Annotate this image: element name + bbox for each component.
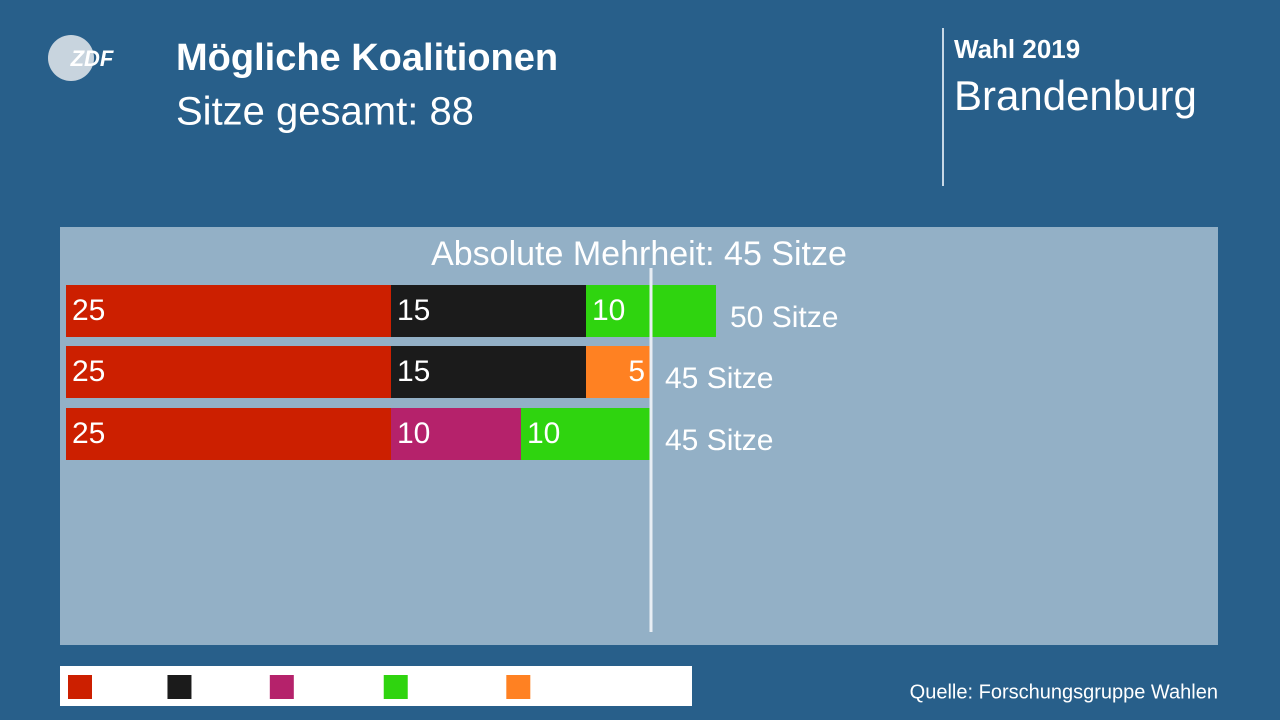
bar-segment bbox=[586, 346, 651, 398]
bar-segment bbox=[391, 408, 521, 460]
chart-title: Mögliche Koalitionen bbox=[176, 37, 558, 79]
segment-label: 10 bbox=[527, 417, 560, 450]
bar-segment bbox=[391, 285, 586, 337]
logo: ZDF bbox=[70, 46, 114, 71]
logo-circle bbox=[48, 35, 94, 81]
segment-label: 25 bbox=[72, 417, 105, 450]
segment-label: 5 bbox=[628, 355, 645, 388]
legend-swatch bbox=[506, 675, 531, 699]
legend-swatch bbox=[383, 675, 408, 699]
legend-label: Linke bbox=[300, 671, 368, 701]
chart-subtitle: Sitze gesamt: 88 bbox=[176, 90, 474, 134]
bar-segment bbox=[521, 408, 651, 460]
segment-label: 15 bbox=[397, 355, 430, 388]
source: Quelle: Forschungsgruppe Wahlen bbox=[910, 681, 1218, 703]
legend-label: BVB/FW bbox=[536, 671, 639, 701]
segment-label: 10 bbox=[397, 417, 430, 450]
bar-segment bbox=[66, 346, 391, 398]
total-label: 50 Sitze bbox=[730, 301, 838, 334]
segment-label: 15 bbox=[397, 294, 430, 327]
legend-box bbox=[60, 666, 692, 706]
annotation: Absolute Mehrheit: 45 Sitze bbox=[431, 235, 847, 273]
legend-label: CDU bbox=[197, 671, 253, 701]
legend-label: SPD bbox=[98, 671, 151, 701]
segment-label: 25 bbox=[72, 355, 105, 388]
bar-segment bbox=[66, 285, 391, 337]
legend-swatch bbox=[68, 675, 92, 699]
election: Wahl 2019 bbox=[954, 34, 1080, 64]
legend-label: Grüne bbox=[414, 671, 491, 701]
legend-swatch bbox=[269, 675, 294, 699]
region: Brandenburg bbox=[954, 72, 1197, 119]
segment-label: 10 bbox=[592, 294, 625, 327]
total-label: 45 Sitze bbox=[665, 424, 773, 457]
bar-segment bbox=[391, 346, 586, 398]
legend-swatch bbox=[167, 675, 192, 699]
total-label: 45 Sitze bbox=[665, 362, 773, 395]
segment-label: 25 bbox=[72, 294, 105, 327]
bar-segment bbox=[66, 408, 391, 460]
